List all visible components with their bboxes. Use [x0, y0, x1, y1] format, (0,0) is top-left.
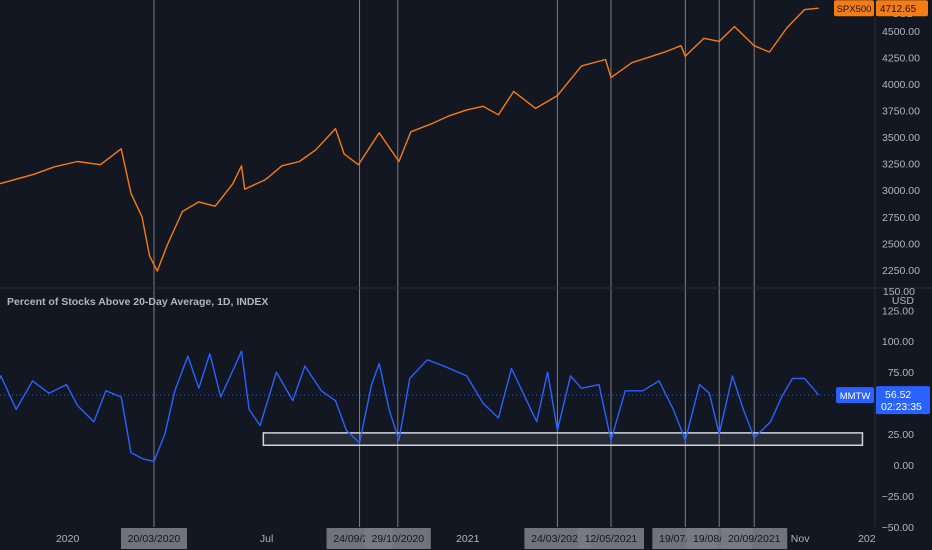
indicator-axis-tick: 125.00 — [882, 305, 914, 317]
price-axis-tick: 2250.00 — [882, 265, 920, 277]
marker-date-badge-4[interactable] — [524, 528, 591, 549]
series-line-mmtw[interactable] — [0, 350, 820, 463]
marker-date-badge-8[interactable] — [721, 528, 788, 549]
indicator-axis-tick: 25.00 — [888, 429, 914, 441]
price-axis-tick: 4500.00 — [882, 26, 920, 38]
price-axis-tick: 4250.00 — [882, 52, 920, 64]
marker-date-badge-3[interactable] — [364, 528, 431, 549]
indicator-axis-tick: 0.00 — [894, 460, 915, 472]
indicator-panel[interactable] — [0, 350, 875, 463]
price-axis-tick: 4000.00 — [882, 79, 920, 91]
indicator-axis-top-label: 150.00 — [883, 286, 915, 298]
marker-date-badge-5[interactable] — [578, 528, 644, 549]
series-name-text: SPX500 — [837, 4, 872, 15]
marker-lines-layer — [153, 0, 755, 527]
time-axis-tick: Nov — [791, 533, 810, 545]
marker-date-text-3: 29/10/2020 — [372, 533, 425, 545]
support-zone-rectangle[interactable] — [262, 432, 864, 447]
marker-date-text-1: 20/03/2020 — [128, 533, 181, 545]
time-axis-tick: 2020 — [56, 533, 80, 545]
indicator-axis-tick: 75.00 — [888, 367, 914, 379]
price-axis-tick: 3750.00 — [882, 106, 920, 118]
price-panel[interactable] — [0, 7, 819, 272]
price-axis[interactable]: USD 2250.00 2500.00 2750.00 3000.00 3250.00 35… — [834, 0, 930, 534]
price-axis-tick: 3000.00 — [882, 185, 920, 197]
indicator-countdown-text: 02:23:35 — [881, 401, 922, 413]
indicator-axis-tick: −50.00 — [882, 522, 915, 534]
indicator-name-text: MMTW — [840, 391, 871, 402]
series-last-value-badge — [876, 0, 928, 17]
price-axis-tick: 2500.00 — [882, 238, 920, 250]
indicator-last-value-badge — [876, 386, 930, 415]
marker-date-text-4: 24/03/2021 — [531, 533, 584, 545]
series-last-value-text: 4712.65 — [880, 4, 917, 15]
price-axis-tick: 2750.00 — [882, 212, 920, 224]
marker-date-text-8: 20/09/2021 — [728, 533, 781, 545]
marker-date-text-5: 12/05/2021 — [585, 533, 638, 545]
indicator-axis-currency: USD — [892, 295, 915, 307]
indicator-name-badge — [836, 387, 874, 404]
time-axis-tick: 202 — [858, 533, 876, 545]
indicator-last-value-text: 56.52 — [885, 389, 911, 401]
indicator-axis-tick: −25.00 — [882, 491, 915, 503]
price-axis-tick: 3250.00 — [882, 159, 920, 171]
time-axis-tick: Jul — [260, 533, 273, 545]
time-axis-tick: 2021 — [456, 533, 480, 545]
indicator-title: Percent of Stocks Above 20-Day Average, … — [7, 296, 268, 308]
indicator-axis-tick: 100.00 — [882, 336, 914, 348]
series-name-badge — [834, 0, 874, 17]
series-line-spx500[interactable] — [0, 7, 819, 272]
price-axis-tick: 3500.00 — [882, 132, 920, 144]
marker-date-badge-1[interactable] — [121, 528, 187, 549]
